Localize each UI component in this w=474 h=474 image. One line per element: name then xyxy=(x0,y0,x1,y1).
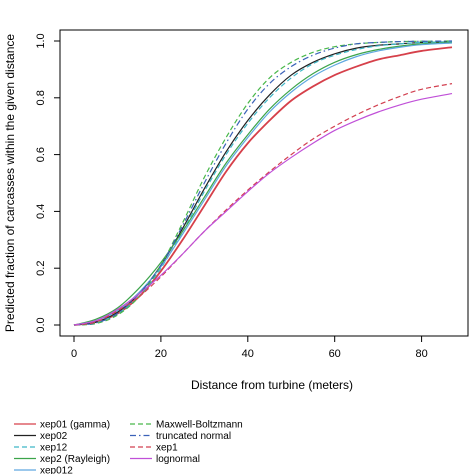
y-tick-label: 0.2 xyxy=(35,261,47,276)
legend-label: Maxwell-Boltzmann xyxy=(156,420,243,431)
y-tick-label: 0.8 xyxy=(35,90,47,105)
legend-label: xep02 xyxy=(40,431,68,442)
legend-label: xep2 (Rayleigh) xyxy=(40,454,110,465)
series-line xyxy=(73,92,453,326)
legend-label: xep12 xyxy=(40,443,68,454)
y-tick-label: 0.0 xyxy=(35,317,47,332)
series-line xyxy=(73,46,453,326)
legend-label: xep1 xyxy=(156,443,178,454)
legend-label: xep01 (gamma) xyxy=(40,420,110,431)
legend-label: lognormal xyxy=(156,454,200,465)
x-tick-label: 0 xyxy=(71,348,77,360)
x-tick-label: 60 xyxy=(329,348,341,360)
series-line xyxy=(73,41,453,326)
x-tick-label: 40 xyxy=(242,348,254,360)
x-tick-label: 80 xyxy=(415,348,427,360)
series-line xyxy=(73,40,453,326)
series-layer xyxy=(73,40,453,326)
legend-label: truncated normal xyxy=(156,431,231,442)
series-line xyxy=(73,42,453,326)
x-tick-label: 20 xyxy=(155,348,167,360)
plot-frame xyxy=(59,29,469,337)
y-axis: 0.0 0.2 0.4 0.6 0.8 1.0 xyxy=(35,33,61,333)
x-axis-title: Distance from turbine (meters) xyxy=(191,378,353,392)
x-axis: 0 20 40 60 80 xyxy=(71,335,428,360)
y-axis-title: Predicted fraction of carcasses within t… xyxy=(3,34,17,332)
series-line xyxy=(73,41,453,326)
legend-label: xep012 xyxy=(40,466,73,474)
y-tick-label: 1.0 xyxy=(35,33,47,48)
series-line xyxy=(73,40,453,326)
y-tick-label: 0.4 xyxy=(35,204,47,219)
y-tick-label: 0.6 xyxy=(35,147,47,162)
